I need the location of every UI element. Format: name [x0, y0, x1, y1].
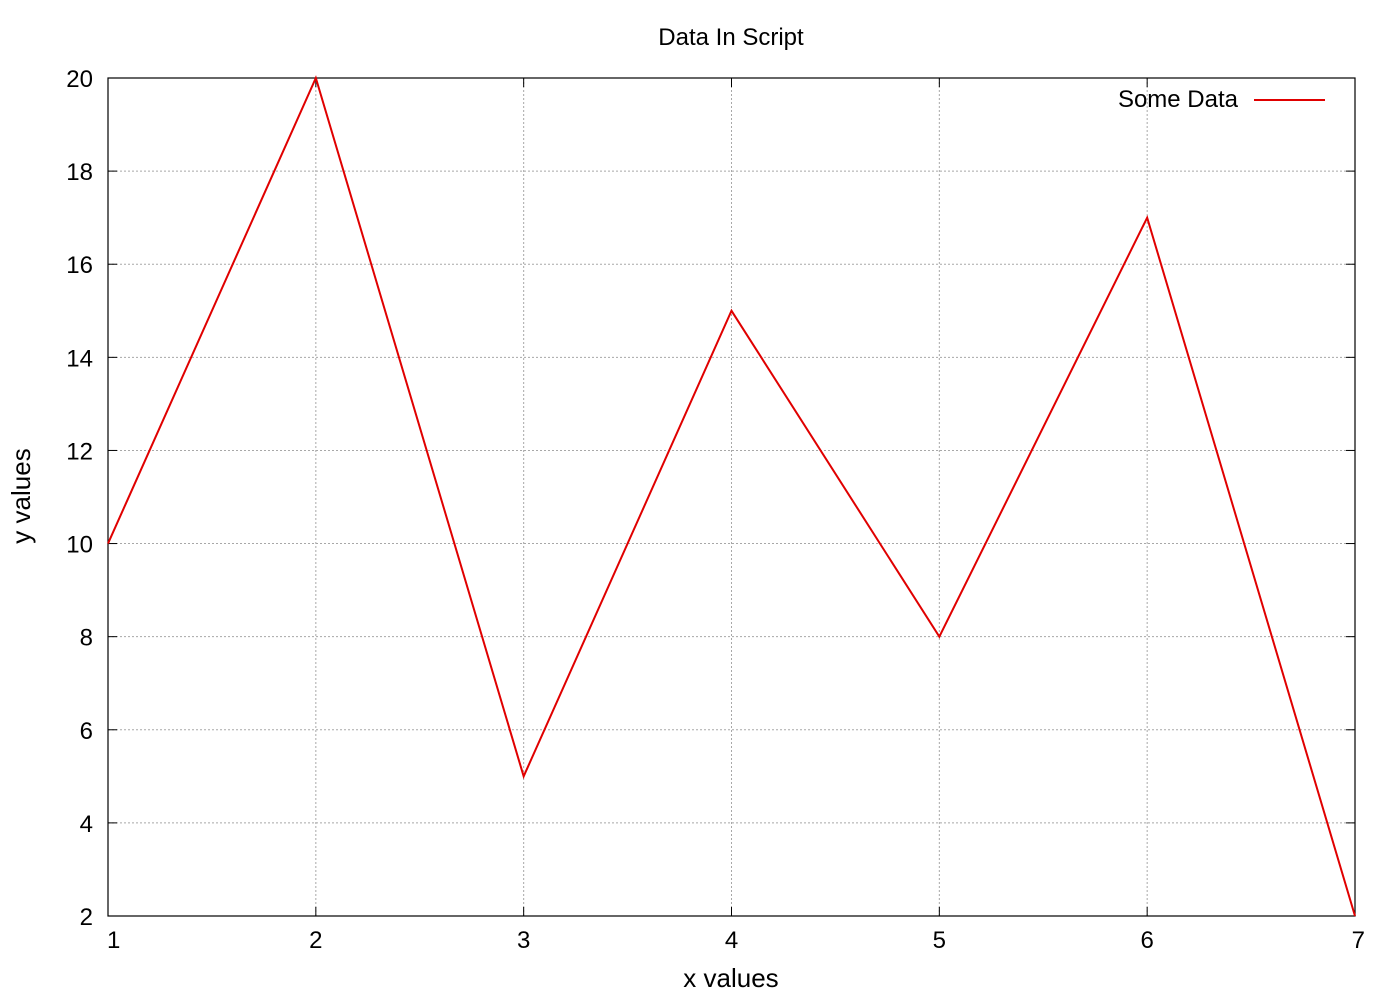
x-tick-label: 2 [309, 927, 322, 954]
x-tick-label: 1 [107, 927, 120, 954]
x-tick-label: 5 [933, 927, 946, 954]
y-tick-label: 6 [80, 718, 93, 745]
y-tick-label: 2 [80, 904, 93, 931]
y-tick-label: 16 [66, 252, 93, 279]
y-axis-label: y values [6, 448, 36, 543]
y-tick-label: 10 [66, 532, 93, 559]
x-axis-label: x values [683, 963, 778, 993]
y-tick-label: 8 [80, 625, 93, 652]
series-layer [107, 75, 1356, 917]
chart-title: Data In Script [658, 24, 804, 51]
y-tick-labels: 2 4 6 8 10 12 14 16 18 20 [66, 66, 93, 931]
legend: Some Data [1118, 86, 1325, 113]
y-tick-label: 4 [80, 811, 93, 838]
y-tick-label: 20 [66, 66, 93, 93]
y-tick-label: 12 [66, 438, 93, 465]
x-tick-label: 7 [1352, 927, 1365, 954]
y-tick-label: 14 [66, 345, 93, 372]
x-tick-label: 6 [1140, 927, 1153, 954]
plot-frame [107, 77, 1356, 917]
x-tick-label: 4 [725, 927, 738, 954]
legend-label: Some Data [1118, 86, 1239, 113]
x-tick-label: 3 [517, 927, 530, 954]
x-tick-labels: 1 2 3 4 5 6 7 [107, 927, 1365, 954]
grid [108, 78, 1355, 916]
y-tick-label: 18 [66, 159, 93, 186]
